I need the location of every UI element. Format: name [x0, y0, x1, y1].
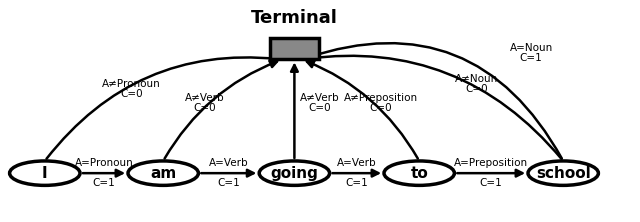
Text: A≠Verb: A≠Verb: [300, 93, 340, 103]
Text: A=Pronoun: A=Pronoun: [75, 158, 133, 168]
Text: A=Preposition: A=Preposition: [454, 158, 528, 168]
Text: A=Verb: A=Verb: [209, 158, 248, 168]
Circle shape: [384, 161, 454, 185]
FancyArrowPatch shape: [164, 61, 277, 159]
Text: going: going: [271, 166, 318, 181]
Text: C=0: C=0: [308, 103, 332, 113]
Circle shape: [528, 161, 598, 185]
FancyArrowPatch shape: [307, 61, 418, 159]
Text: school: school: [536, 166, 591, 181]
Text: am: am: [150, 166, 177, 181]
Text: A=Verb: A=Verb: [337, 158, 376, 168]
Text: C=1: C=1: [520, 53, 543, 63]
Text: A≠Preposition: A≠Preposition: [344, 93, 418, 103]
Circle shape: [10, 161, 80, 185]
Text: C=1: C=1: [346, 178, 368, 188]
Text: A=Noun: A=Noun: [509, 43, 553, 53]
Text: Terminal: Terminal: [251, 9, 338, 27]
Circle shape: [259, 161, 330, 185]
Text: C=1: C=1: [218, 178, 240, 188]
Text: A≠Pronoun: A≠Pronoun: [102, 79, 161, 89]
Text: C=1: C=1: [93, 178, 115, 188]
Text: C=0: C=0: [193, 103, 216, 113]
FancyArrowPatch shape: [307, 55, 561, 159]
Text: C=0: C=0: [369, 103, 392, 113]
Text: A≠Verb: A≠Verb: [185, 93, 225, 103]
Text: to: to: [410, 166, 428, 181]
Bar: [270, 38, 319, 59]
Text: C=1: C=1: [480, 178, 502, 188]
Circle shape: [128, 161, 198, 185]
Text: C=0: C=0: [465, 84, 488, 94]
Text: C=0: C=0: [120, 89, 143, 99]
FancyArrowPatch shape: [307, 43, 562, 159]
Text: I: I: [42, 166, 47, 181]
FancyArrowPatch shape: [47, 55, 276, 159]
Text: A≠Noun: A≠Noun: [455, 74, 499, 84]
